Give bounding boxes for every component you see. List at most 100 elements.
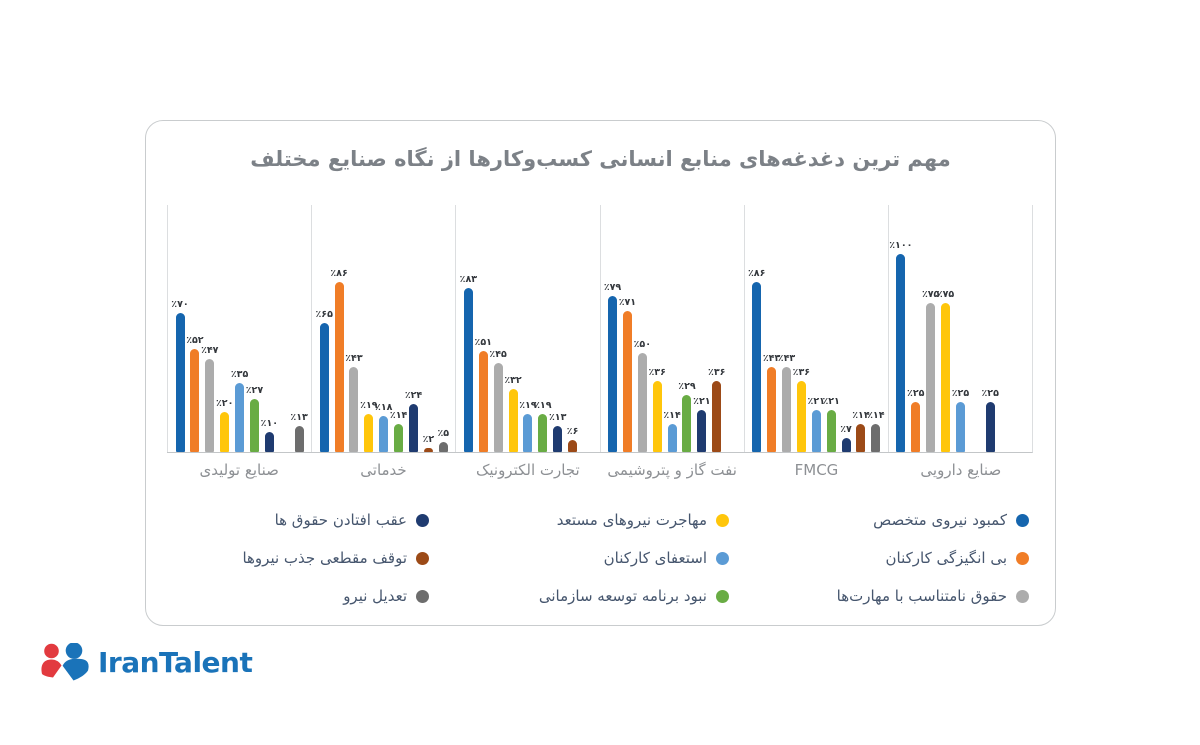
bar-slot xyxy=(582,205,592,452)
bar-value-label: ٪۳۶ xyxy=(792,367,811,378)
bar-value-label: ٪۶۵ xyxy=(315,309,333,320)
bar xyxy=(334,282,344,452)
bar-slot: ٪۱۳ xyxy=(290,205,308,452)
bar xyxy=(409,404,419,452)
x-axis-label: صنایع دارویی xyxy=(920,461,1002,479)
legend-column: کمبود نیروی متخصص بی انگیزگی کارکنان حقوق … xyxy=(729,501,1029,615)
bar-slot: ٪۵۰ xyxy=(634,205,651,452)
legend-item: تعدیل نیرو xyxy=(129,577,429,615)
legend-label: استعفای کارکنان xyxy=(603,549,707,567)
bar-value-label: ٪۸۳ xyxy=(459,274,478,285)
bar xyxy=(811,410,821,452)
bar-slot: ٪۱۸ xyxy=(375,205,393,452)
category-panel: ٪۱۰۰ ٪۲۵ ٪۷۵ ٪۷۵ ٪۲۵ ٪۲۵ xyxy=(887,205,1032,452)
legend-label: تعدیل نیرو xyxy=(343,587,407,605)
bar-value-label: ٪۳۵ xyxy=(230,369,249,380)
logo-text: IranTalent xyxy=(98,646,253,679)
legend-dot xyxy=(416,551,429,565)
bar-value-label: ٪۶ xyxy=(566,426,579,437)
bar xyxy=(652,381,662,452)
bar xyxy=(608,296,618,452)
bar-value-label: ٪۷ xyxy=(840,424,852,435)
bar-slot: ٪۲۵ xyxy=(952,205,969,452)
legend-label: مهاجرت نیروهای مستعد xyxy=(556,511,707,529)
bar-value-label: ٪۱۰ xyxy=(260,418,279,429)
bar-value-label: ٪۱۴ xyxy=(852,410,870,421)
legend-item: بی انگیزگی کارکنان xyxy=(729,539,1029,577)
bar-value-label: ٪۴۷ xyxy=(201,345,219,356)
legend-dot xyxy=(416,589,429,603)
bar-slot: ٪۷ xyxy=(840,205,852,452)
bar-value-label: ٪۳۶ xyxy=(648,367,666,378)
bar-value-label: ٪۴۵ xyxy=(489,349,507,360)
bar-value-label: ٪۵۰ xyxy=(633,339,652,350)
bar xyxy=(463,288,473,452)
bar-value-label: ٪۱۹ xyxy=(534,400,552,411)
bar-slot: ٪۲ xyxy=(422,205,435,452)
bar-slot: ٪۲۱ xyxy=(808,205,825,452)
category-panel: ٪۸۶ ٪۴۳ ٪۴۳ ٪۳۶ ٪۲۱ ٪۲۱ ٪۷ ٪۱۴ ٪۱۴ xyxy=(743,205,888,452)
bar xyxy=(319,323,329,452)
bar-slot: ٪۷۵ xyxy=(922,205,940,452)
bar xyxy=(911,402,921,452)
bar xyxy=(767,367,777,452)
bar-slot: ٪۱۳ xyxy=(549,205,567,452)
legend-label: توقف مقطعی جذب نیروها xyxy=(242,549,407,567)
bar-value-label: ٪۷۰ xyxy=(171,299,189,310)
bar-value-label: ٪۸۶ xyxy=(330,268,348,279)
bar-slot: ٪۶۵ xyxy=(315,205,333,452)
bar xyxy=(871,424,881,452)
legend-dot xyxy=(716,551,729,565)
bar-value-label: ٪۲۹ xyxy=(678,381,696,392)
chart-card: مهم ترین دغدغه‌های منابع انسانی کسب‌وکار… xyxy=(145,120,1056,626)
category-panel: ٪۶۵ ٪۸۶ ٪۴۳ ٪۱۹ ٪۱۸ ٪۱۴ ٪۲۴ ٪۲ ٪۵ xyxy=(311,205,455,452)
bar xyxy=(379,416,389,452)
bar-slot: ٪۱۹ xyxy=(360,205,378,452)
bar-value-label: ٪۱۴ xyxy=(663,410,681,421)
bar-value-label: ٪۲۵ xyxy=(907,388,925,399)
bar-slot: ٪۱۴ xyxy=(663,205,681,452)
bar xyxy=(205,359,215,452)
bar xyxy=(682,395,692,452)
bar xyxy=(697,410,707,452)
bar xyxy=(523,414,533,452)
bar-value-label: ٪۲۷ xyxy=(245,385,264,396)
bar xyxy=(985,402,995,452)
bar xyxy=(493,363,503,452)
bar xyxy=(538,414,548,452)
bar-value-label: ٪۴۳ xyxy=(345,353,363,364)
bar-slot: ٪۲۵ xyxy=(907,205,925,452)
bar-slot: ٪۱۴ xyxy=(390,205,408,452)
bar xyxy=(896,254,906,452)
x-axis-label: تجارت الکترونیک xyxy=(475,461,580,479)
bar xyxy=(438,442,448,452)
x-axis-label: خدماتی xyxy=(360,461,407,479)
bar xyxy=(394,424,404,452)
bar-value-label: ٪۷۱ xyxy=(618,297,637,308)
bar xyxy=(752,282,762,452)
bar-value-label: ٪۵۲ xyxy=(186,335,204,346)
bar xyxy=(841,438,851,452)
legend-item: مهاجرت نیروهای مستعد xyxy=(429,501,729,539)
bar xyxy=(249,399,259,452)
legend-label: حقوق نامتناسب با مهارت‌ها xyxy=(836,587,1007,605)
logo-mark-icon xyxy=(41,643,89,681)
bar xyxy=(712,381,722,452)
bar-value-label: ٪۲ xyxy=(422,434,435,445)
legend-item: کمبود نیروی متخصص xyxy=(729,501,1029,539)
bar-slot: ٪۲۹ xyxy=(678,205,696,452)
bar xyxy=(637,353,647,452)
bar-value-label: ٪۷۵ xyxy=(936,289,955,300)
bar xyxy=(568,440,578,452)
bar-slot: ٪۸۶ xyxy=(748,205,766,452)
bar-slot: ٪۲۴ xyxy=(405,205,423,452)
legend-dot xyxy=(416,513,429,527)
bar-value-label: ٪۴۳ xyxy=(762,353,781,364)
bar-slot: ٪۱۰ xyxy=(261,205,278,452)
category-panel: ٪۸۳ ٪۵۱ ٪۴۵ ٪۳۲ ٪۱۹ ٪۱۹ ٪۱۳ ٪۶ xyxy=(455,205,599,452)
plot-area: ٪۷۰ ٪۵۲ ٪۴۷ ٪۲۰ ٪۳۵ ٪۲۷ ٪۱۰ ٪۱۳ ٪۶۵ ٪۸۶ ٪۴۳ ٪۱۹ ٪۱۸ ٪… xyxy=(167,205,1033,453)
bar-slot: ٪۸۶ xyxy=(330,205,348,452)
legend-label: بی انگیزگی کارکنان xyxy=(885,549,1008,567)
bar xyxy=(926,303,936,452)
legend: کمبود نیروی متخصص بی انگیزگی کارکنان حقوق … xyxy=(129,501,1029,615)
